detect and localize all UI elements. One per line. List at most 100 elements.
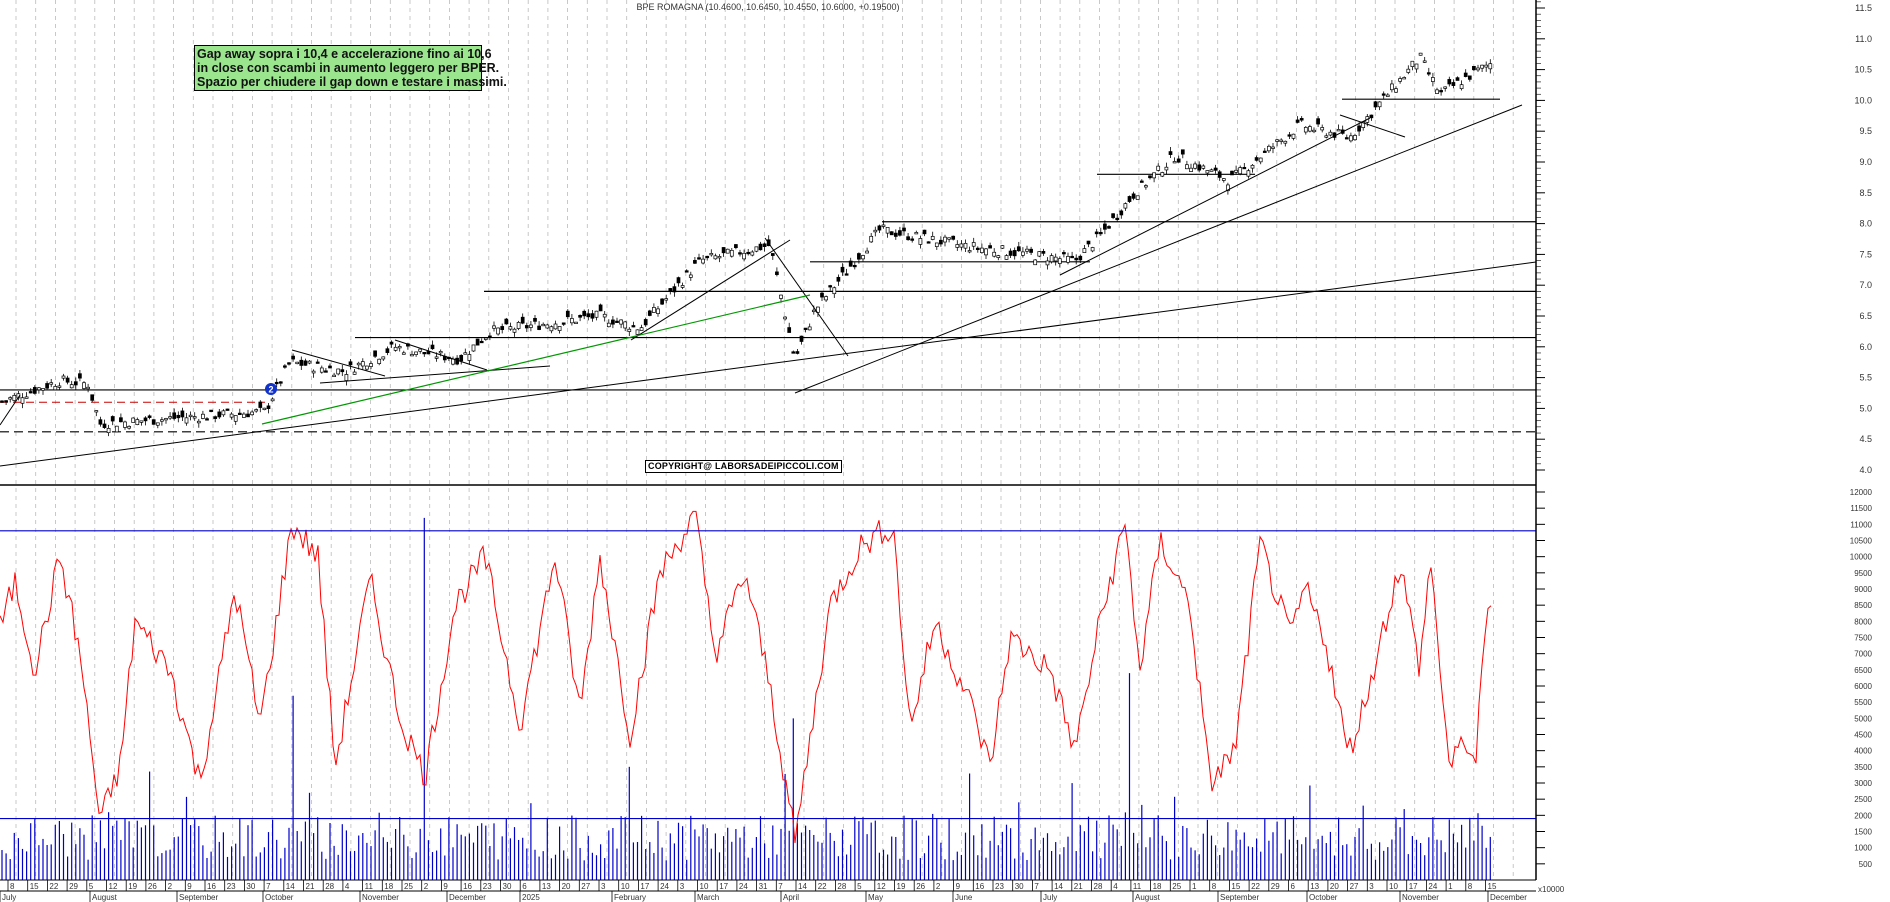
svg-text:4: 4 [1113,882,1118,891]
svg-text:September: September [179,893,218,902]
svg-text:8.5: 8.5 [1859,188,1872,198]
svg-text:8: 8 [10,882,15,891]
svg-text:10: 10 [700,882,709,891]
svg-text:16: 16 [207,882,216,891]
svg-text:September: September [1220,893,1259,902]
svg-text:1000: 1000 [1854,844,1872,853]
svg-text:14: 14 [1054,882,1063,891]
svg-text:1500: 1500 [1854,828,1872,837]
svg-text:24: 24 [660,882,669,891]
volume-bars [1,517,1491,880]
svg-text:June: June [955,893,973,902]
trend-lines [0,104,1537,467]
svg-text:2025: 2025 [522,893,540,902]
svg-text:October: October [1309,893,1338,902]
svg-text:11.0: 11.0 [1855,34,1872,44]
svg-text:25: 25 [1172,882,1181,891]
svg-text:6.0: 6.0 [1859,342,1872,352]
svg-text:15: 15 [30,882,39,891]
svg-text:9: 9 [187,882,192,891]
svg-text:11000: 11000 [1850,520,1872,529]
copyright-label: COPYRIGHT@ LABORSADEIPICCOLI.COM [645,460,842,473]
svg-text:August: August [92,893,118,902]
svg-text:31: 31 [759,882,768,891]
svg-text:1: 1 [1192,882,1197,891]
svg-text:23: 23 [227,882,236,891]
marker-label: 2 [268,385,273,395]
svg-text:27: 27 [581,882,590,891]
svg-text:28: 28 [1094,882,1103,891]
svg-text:7: 7 [778,882,783,891]
svg-text:7000: 7000 [1854,650,1872,659]
marker-2-icon [265,383,277,395]
svg-text:19: 19 [128,882,137,891]
svg-text:November: November [1402,893,1439,902]
svg-text:26: 26 [916,882,925,891]
svg-text:26: 26 [148,882,157,891]
svg-text:7: 7 [1034,882,1039,891]
svg-text:7.5: 7.5 [1859,249,1872,259]
svg-text:10.0: 10.0 [1854,95,1872,105]
svg-text:4.5: 4.5 [1859,434,1872,444]
svg-text:29: 29 [1271,882,1280,891]
svg-text:6: 6 [522,882,527,891]
svg-text:20: 20 [562,882,571,891]
svg-text:April: April [783,893,799,902]
svg-text:12000: 12000 [1850,488,1873,497]
svg-text:10: 10 [621,882,630,891]
svg-text:27: 27 [1350,882,1359,891]
svg-text:25: 25 [404,882,413,891]
svg-text:9: 9 [956,882,961,891]
svg-text:6500: 6500 [1854,666,1872,675]
svg-text:23: 23 [995,882,1004,891]
svg-text:21: 21 [1074,882,1083,891]
svg-text:9: 9 [443,882,448,891]
candlesticks [0,52,1493,437]
svg-text:10: 10 [1389,882,1398,891]
svg-text:22: 22 [818,882,827,891]
svg-text:December: December [449,893,486,902]
svg-text:8: 8 [1468,882,1473,891]
svg-text:500: 500 [1859,860,1873,869]
svg-text:3000: 3000 [1854,779,1872,788]
oscillator-line [0,510,1492,844]
svg-text:3: 3 [1369,882,1374,891]
svg-text:2000: 2000 [1854,811,1872,820]
svg-text:12: 12 [877,882,886,891]
svg-text:9500: 9500 [1854,569,1872,578]
svg-text:5500: 5500 [1854,698,1872,707]
svg-text:March: March [697,893,719,902]
support-resistance-lines [0,98,1536,433]
svg-text:30: 30 [246,882,255,891]
svg-text:19: 19 [897,882,906,891]
svg-text:4: 4 [345,882,350,891]
svg-text:9.5: 9.5 [1859,126,1872,136]
svg-text:30: 30 [1015,882,1024,891]
svg-text:1: 1 [1448,882,1453,891]
svg-text:11: 11 [1133,882,1142,891]
svg-text:x10000: x10000 [1538,885,1565,894]
svg-text:28: 28 [837,882,846,891]
svg-text:8: 8 [1212,882,1217,891]
svg-text:December: December [1490,893,1527,902]
svg-text:8000: 8000 [1854,617,1872,626]
svg-text:3500: 3500 [1854,763,1872,772]
svg-text:5: 5 [857,882,862,891]
svg-text:28: 28 [325,882,334,891]
price-axis: 4.0 4.5 5.0 5.5 6.0 6.5 7.0 7.5 8.0 8.5 9.0 9.5 10.0… [1536,1,1872,475]
svg-text:November: November [362,893,399,902]
svg-text:6000: 6000 [1854,682,1872,691]
annotation-box: Gap away sopra i 10,4 e accelerazione fi… [194,45,507,91]
svg-text:5: 5 [89,882,94,891]
vertical-grid [15,0,1514,880]
svg-text:14: 14 [286,882,295,891]
svg-text:29: 29 [69,882,78,891]
svg-text:20: 20 [1330,882,1339,891]
svg-text:July: July [2,893,16,902]
svg-text:22: 22 [1251,882,1260,891]
svg-text:11500: 11500 [1850,504,1872,513]
svg-text:4.0: 4.0 [1859,465,1872,475]
svg-text:7500: 7500 [1854,634,1872,643]
svg-text:9.0: 9.0 [1859,157,1872,167]
svg-text:7: 7 [266,882,271,891]
